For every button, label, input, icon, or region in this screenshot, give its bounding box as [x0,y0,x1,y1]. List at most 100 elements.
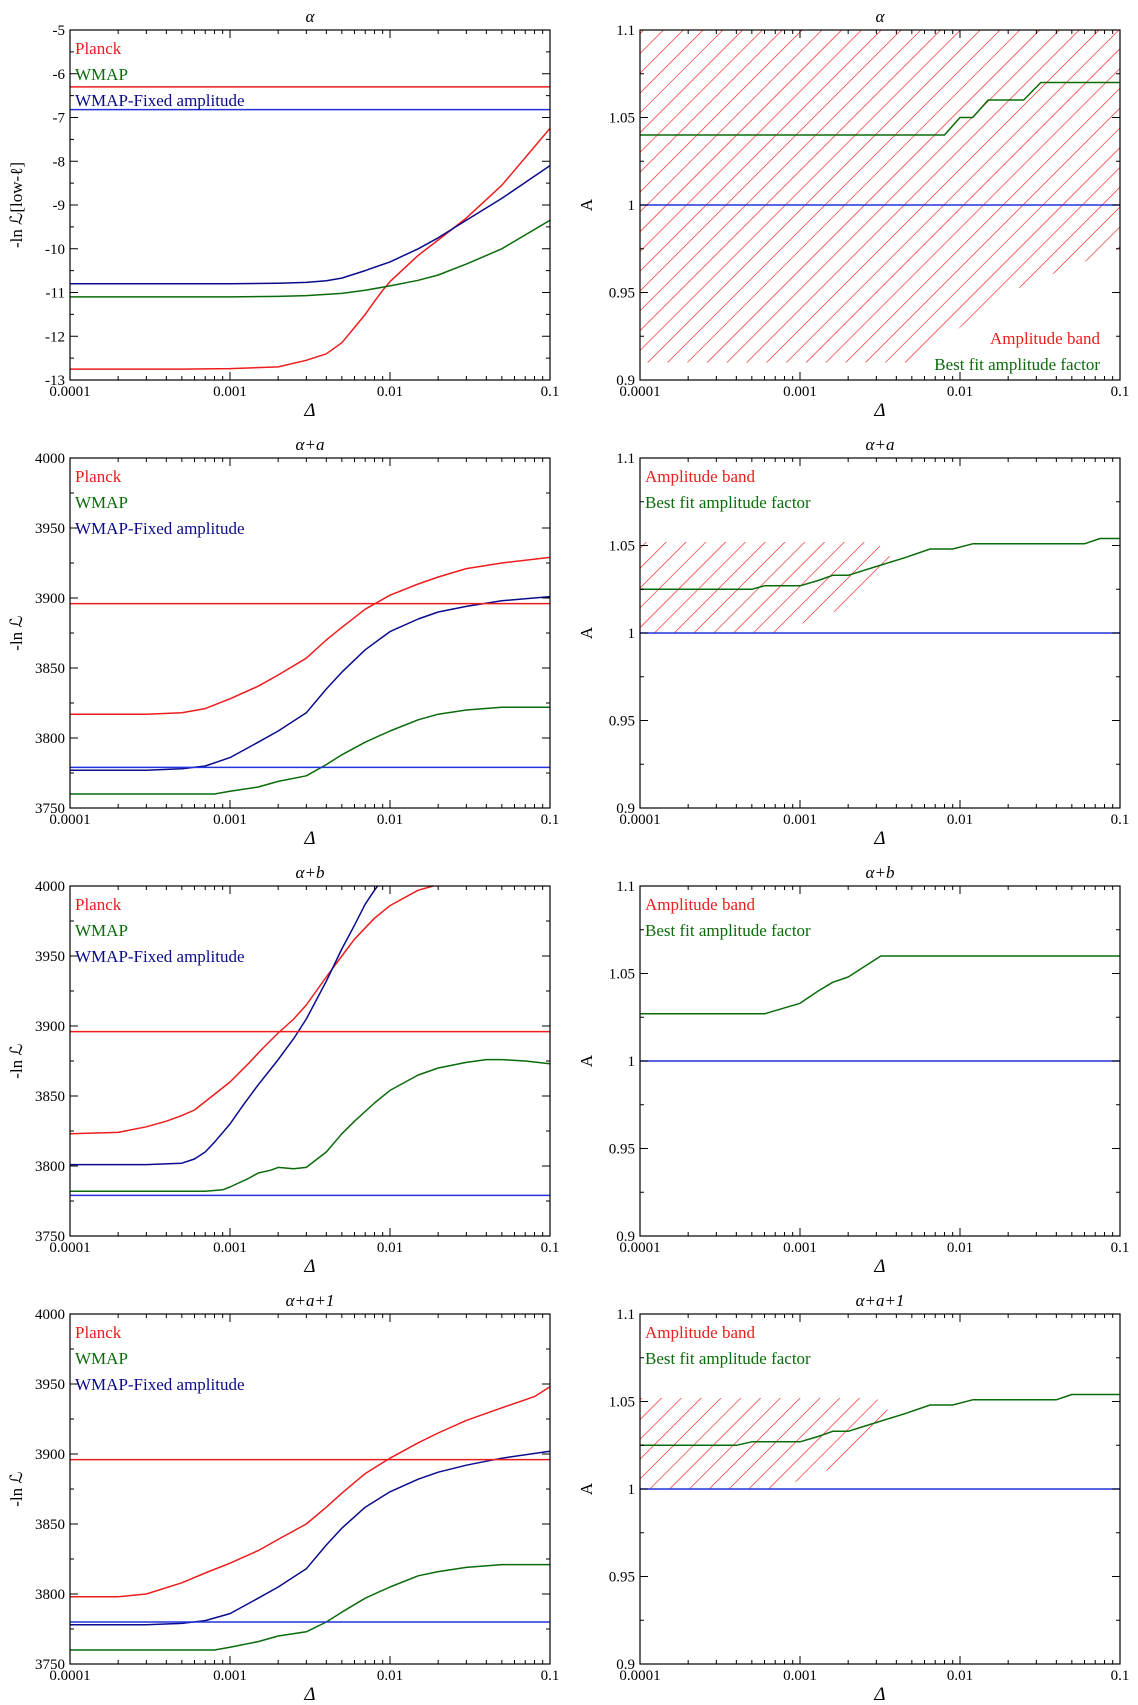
wmap-line [70,1058,550,1192]
legend-entry: Amplitude band [990,329,1101,348]
y-tick-label: 3750 [35,1229,65,1245]
y-tick-label: 3900 [35,591,65,607]
y-tick-label: 0.95 [609,1142,635,1158]
best-fit-amplitude-factor-line [640,955,1120,1015]
x-tick-label: 0.001 [213,812,247,828]
y-tick-label: 4000 [35,879,65,895]
y-axis-label: A [577,1054,596,1067]
y-tick-label: 1 [628,1054,636,1070]
planck-line [70,886,436,1135]
y-tick-label: 1.1 [616,879,635,895]
x-tick-label: 0.0001 [49,384,90,400]
y-tick-label: 1.05 [609,539,635,555]
wmap-line [70,219,550,298]
y-tick-label: -12 [45,329,65,345]
legend-entry: WMAP-Fixed amplitude [75,519,245,538]
legend-entry: WMAP [75,65,128,84]
y-tick-label: 3850 [35,1089,65,1105]
y-tick-label: 3900 [35,1447,65,1463]
x-tick-label: 0.001 [783,1668,817,1684]
x-axis-label: Δ [873,1684,885,1705]
best-fit-amplitude-factor-line [640,1393,1120,1447]
x-tick-label: 0.0001 [49,812,90,828]
legend-entry: Best fit amplitude factor [645,493,811,512]
x-tick-label: 0.001 [213,1240,247,1256]
legend-entry: WMAP [75,1349,128,1368]
x-tick-label: 0.1 [1111,812,1130,828]
chart-title: α+a [296,435,325,454]
x-axis-label: Δ [303,1684,315,1705]
x-tick-label: 0.01 [377,1668,403,1684]
y-tick-label: 3950 [35,1377,65,1393]
planck-line [70,1386,550,1598]
y-tick-label: 3800 [35,1587,65,1603]
amplitude-band [640,30,1120,363]
x-tick-label: 0.1 [541,384,560,400]
y-tick-label: 0.9 [616,1657,635,1673]
chart-panel-8: 0.0001 0.001 0.01 0.1 0.9 0.95 1 1.05 1.1 α+a+1 Δ A… [577,1291,1129,1705]
chart-panel-6: 0.0001 0.001 0.01 0.1 0.9 0.95 1 1.05 1.1 α+b Δ A Am… [577,863,1129,1277]
y-tick-label: 0.9 [616,373,635,389]
y-tick-label: -9 [53,198,66,214]
chart-title: α [876,7,886,26]
y-tick-label: 1.05 [609,1395,635,1411]
x-axis-label: Δ [873,1256,885,1277]
chart-panel-1: 0.0001 0.001 0.01 0.1 -13 -12 -11 -10 -9 -8 -7 -6 -5… [7,7,559,421]
wmap-fixed-amplitude-line [70,1450,550,1626]
y-tick-label: 3950 [35,949,65,965]
chart-panel-5: 0.0001 0.001 0.01 0.1 3750 3800 3850 3900 3950 40… [7,863,559,1277]
x-axis-label: Δ [873,400,885,421]
x-axis-label: Δ [303,828,315,849]
x-tick-label: 0.01 [947,812,973,828]
x-tick-label: 0.1 [1111,384,1130,400]
chart-title: α+a [866,435,895,454]
wmap-line [70,706,550,795]
x-axis-label: Δ [303,400,315,421]
y-tick-label: 0.95 [609,286,635,302]
best-fit-amplitude-factor-line [640,81,1120,136]
y-tick-label: 1.05 [609,111,635,127]
legend-entry: WMAP-Fixed amplitude [75,91,245,110]
x-tick-label: 0.001 [783,812,817,828]
legend-entry: Amplitude band [645,467,756,486]
y-axis-label: A [577,198,596,211]
y-axis-label: A [577,626,596,639]
x-tick-label: 0.0001 [619,812,660,828]
y-tick-label: -8 [53,154,66,170]
x-tick-label: 0.0001 [619,384,660,400]
x-tick-label: 0.01 [377,1240,403,1256]
legend-entry: Amplitude band [645,895,756,914]
wmap-line [70,1563,550,1651]
y-tick-label: -7 [53,111,66,127]
y-tick-label: 1 [628,1482,636,1498]
y-axis-label: -ln ℒ [7,615,26,650]
plot-frame [69,29,551,381]
x-axis-label: Δ [303,1256,315,1277]
y-tick-label: 4000 [35,451,65,467]
legend-entry: Best fit amplitude factor [934,355,1100,374]
y-tick-label: -11 [46,286,65,302]
chart-title: α [306,7,316,26]
y-tick-label: 1 [628,626,636,642]
x-tick-label: 0.1 [541,812,560,828]
y-tick-label: 0.9 [616,1229,635,1245]
chart-panel-2: 0.0001 0.001 0.01 0.1 0.9 0.95 1 1.05 1.1 α Δ A Ampl… [577,7,1129,421]
y-tick-label: 1 [628,198,636,214]
wmap-fixed-amplitude-line [70,164,550,285]
y-tick-label: 0.95 [609,1570,635,1586]
legend-entry: Best fit amplitude factor [645,1349,811,1368]
y-tick-label: 1.1 [616,1307,635,1323]
chart-title: α+a+1 [856,1291,905,1310]
wmap-fixed-amplitude-line [70,886,379,1166]
y-tick-label: 3850 [35,661,65,677]
x-tick-label: 0.001 [213,384,247,400]
x-tick-label: 0.001 [783,1240,817,1256]
x-tick-label: 0.0001 [49,1240,90,1256]
amplitude-band [640,542,897,633]
y-tick-label: 3750 [35,1657,65,1673]
legend-entry: WMAP [75,493,128,512]
y-tick-label: 1.1 [616,23,635,39]
chart-title: α+b [296,863,325,882]
legend-entry: Planck [75,467,122,486]
